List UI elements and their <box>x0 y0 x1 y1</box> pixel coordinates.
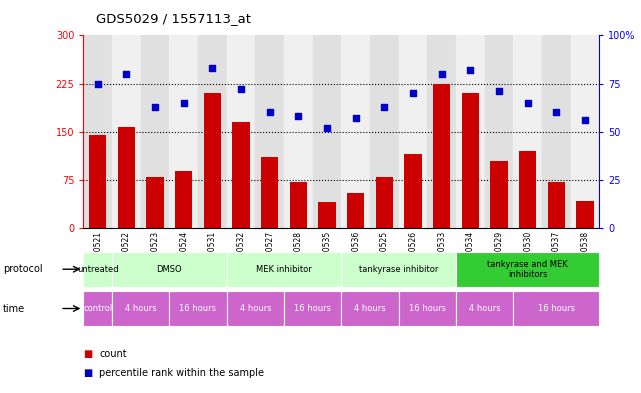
Text: 16 hours: 16 hours <box>538 304 575 313</box>
Point <box>494 88 504 94</box>
Bar <box>576 201 594 228</box>
Point <box>408 90 418 96</box>
Point <box>551 109 562 116</box>
Bar <box>169 35 198 228</box>
Bar <box>112 35 140 228</box>
Text: ■: ■ <box>83 368 92 378</box>
Bar <box>169 291 227 326</box>
Bar <box>112 291 169 326</box>
Bar <box>284 35 313 228</box>
Point <box>522 99 533 106</box>
Bar <box>570 35 599 228</box>
Bar <box>542 35 570 228</box>
Bar <box>456 291 513 326</box>
Bar <box>462 93 479 228</box>
Bar <box>341 291 399 326</box>
Bar <box>118 127 135 228</box>
Bar <box>140 35 169 228</box>
Point <box>236 86 246 92</box>
Point <box>580 117 590 123</box>
Bar <box>341 35 370 228</box>
Text: GDS5029 / 1557113_at: GDS5029 / 1557113_at <box>96 12 251 25</box>
Bar <box>112 252 227 287</box>
Bar <box>456 252 599 287</box>
Bar <box>485 35 513 228</box>
Point <box>150 103 160 110</box>
Bar <box>227 291 284 326</box>
Bar <box>227 252 341 287</box>
Text: 16 hours: 16 hours <box>409 304 446 313</box>
Bar <box>204 93 221 228</box>
Bar <box>399 291 456 326</box>
Bar <box>198 35 227 228</box>
Point <box>265 109 275 116</box>
Text: untreated: untreated <box>77 265 119 274</box>
Bar <box>370 35 399 228</box>
Point <box>293 113 303 119</box>
Bar <box>146 176 163 228</box>
Text: 16 hours: 16 hours <box>179 304 217 313</box>
Text: control: control <box>83 304 112 313</box>
Point <box>322 125 332 131</box>
Point <box>92 80 103 86</box>
Bar <box>399 35 428 228</box>
Text: ■: ■ <box>83 349 92 359</box>
Bar <box>261 157 278 228</box>
Point <box>207 65 217 71</box>
Text: percentile rank within the sample: percentile rank within the sample <box>99 368 264 378</box>
Text: 4 hours: 4 hours <box>469 304 501 313</box>
Text: count: count <box>99 349 127 359</box>
Bar <box>519 151 537 228</box>
Text: 4 hours: 4 hours <box>240 304 271 313</box>
Point <box>379 103 390 110</box>
Bar <box>233 122 249 228</box>
Bar <box>341 252 456 287</box>
Bar <box>513 291 599 326</box>
Point <box>179 99 189 106</box>
Bar <box>513 35 542 228</box>
Text: DMSO: DMSO <box>156 265 182 274</box>
Bar <box>83 35 112 228</box>
Point <box>437 71 447 77</box>
Bar <box>290 182 307 228</box>
Text: 16 hours: 16 hours <box>294 304 331 313</box>
Text: tankyrase and MEK
inhibitors: tankyrase and MEK inhibitors <box>487 259 568 279</box>
Bar <box>347 193 364 228</box>
Text: tankyrase inhibitor: tankyrase inhibitor <box>359 265 438 274</box>
Bar <box>404 154 422 228</box>
Bar <box>376 176 393 228</box>
Bar <box>89 135 106 228</box>
Bar <box>433 83 450 228</box>
Bar <box>83 291 112 326</box>
Bar <box>490 160 508 228</box>
Bar <box>83 252 112 287</box>
Bar <box>319 202 336 228</box>
Bar <box>284 291 342 326</box>
Point <box>351 115 361 121</box>
Bar <box>313 35 341 228</box>
Bar <box>255 35 284 228</box>
Text: 4 hours: 4 hours <box>354 304 386 313</box>
Bar <box>227 35 255 228</box>
Text: time: time <box>3 303 26 314</box>
Text: 4 hours: 4 hours <box>125 304 156 313</box>
Point <box>465 67 476 73</box>
Bar <box>428 35 456 228</box>
Bar <box>547 182 565 228</box>
Bar <box>456 35 485 228</box>
Point <box>121 71 131 77</box>
Text: MEK inhibitor: MEK inhibitor <box>256 265 312 274</box>
Bar <box>175 171 192 228</box>
Text: protocol: protocol <box>3 264 43 274</box>
